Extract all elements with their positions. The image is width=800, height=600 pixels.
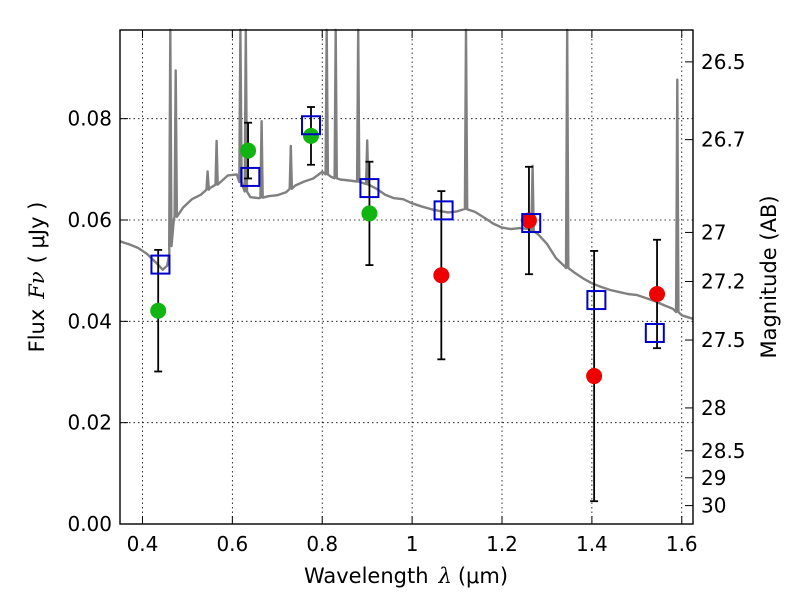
- model-photometry-point: [521, 213, 542, 234]
- model-spectrum-layer: [119, 28, 694, 320]
- grid: [120, 30, 693, 525]
- y-axis-label-unit: ( μJy ): [25, 202, 49, 264]
- model-photometry-point: [301, 115, 321, 136]
- y-tick-label: 0.02: [67, 411, 112, 435]
- y-axis-label-symbol: Fν: [25, 271, 49, 300]
- observed-point: [240, 142, 257, 159]
- model-photometry-layer: [150, 115, 665, 343]
- observed-point: [361, 205, 378, 222]
- y-axis-label-text: Flux: [25, 309, 49, 353]
- model-photometry-point: [433, 200, 454, 221]
- y-tick-label: 0.04: [67, 309, 112, 333]
- x-tick-label: 1.2: [486, 532, 518, 556]
- model-photometry-point: [586, 290, 607, 311]
- y-tick-label: 0.08: [67, 107, 112, 131]
- y2-tick-label: 26.5: [701, 50, 746, 74]
- observed-point: [520, 212, 537, 229]
- observed-point: [150, 302, 167, 319]
- model-photometry-point: [359, 178, 380, 199]
- y2-tick-label: 29: [701, 466, 726, 490]
- x-tick-label: 0.8: [306, 532, 338, 556]
- y-axis-label: Flux Fν ( μJy ): [25, 202, 49, 353]
- y2-axis-label: Magnitude (AB): [757, 195, 781, 358]
- x-axis-label-symbol: λ: [438, 564, 452, 588]
- x-tick-label: 1.6: [666, 532, 698, 556]
- y2-tick-label: 26.7: [701, 128, 746, 152]
- observed-point: [649, 285, 666, 302]
- x-tick-label: 0.6: [216, 532, 248, 556]
- model-spectrum-line: [119, 28, 694, 320]
- y2-tick-label: 27.2: [701, 269, 746, 293]
- x-tick-label: 1: [406, 532, 419, 556]
- y-tick-label: 0.06: [67, 208, 112, 232]
- x-axis-label-unit: (μm): [458, 564, 508, 588]
- y2-tick-label: 27.5: [701, 328, 746, 352]
- model-photometry-point: [150, 254, 171, 275]
- model-photometry-point: [240, 166, 261, 187]
- plot-frame: [119, 29, 694, 525]
- observed-point: [433, 267, 450, 284]
- y2-tick-label: 28.5: [701, 439, 746, 463]
- x-tick-label: 0.4: [127, 532, 159, 556]
- observed-points-layer: [150, 127, 666, 385]
- y2-tick-label: 28: [701, 396, 726, 420]
- errorbars-layer: [154, 106, 662, 503]
- model-photometry-point: [644, 322, 665, 343]
- observed-point: [586, 368, 603, 385]
- x-axis-label: Wavelength λ (μm): [304, 564, 508, 588]
- y2-tick-label: 30: [701, 494, 726, 518]
- y-tick-label: 0.00: [67, 512, 112, 536]
- x-axis-label-text: Wavelength: [304, 564, 429, 588]
- observed-point: [303, 127, 319, 144]
- y2-tick-label: 27: [701, 220, 726, 244]
- x-tick-label: 1.4: [576, 532, 608, 556]
- axis-ticks: 0.4 0.6 0.8 1 1.2 1.4 1.6 0.00 0.02 0.04 0.06 0.08 2…: [67, 30, 746, 556]
